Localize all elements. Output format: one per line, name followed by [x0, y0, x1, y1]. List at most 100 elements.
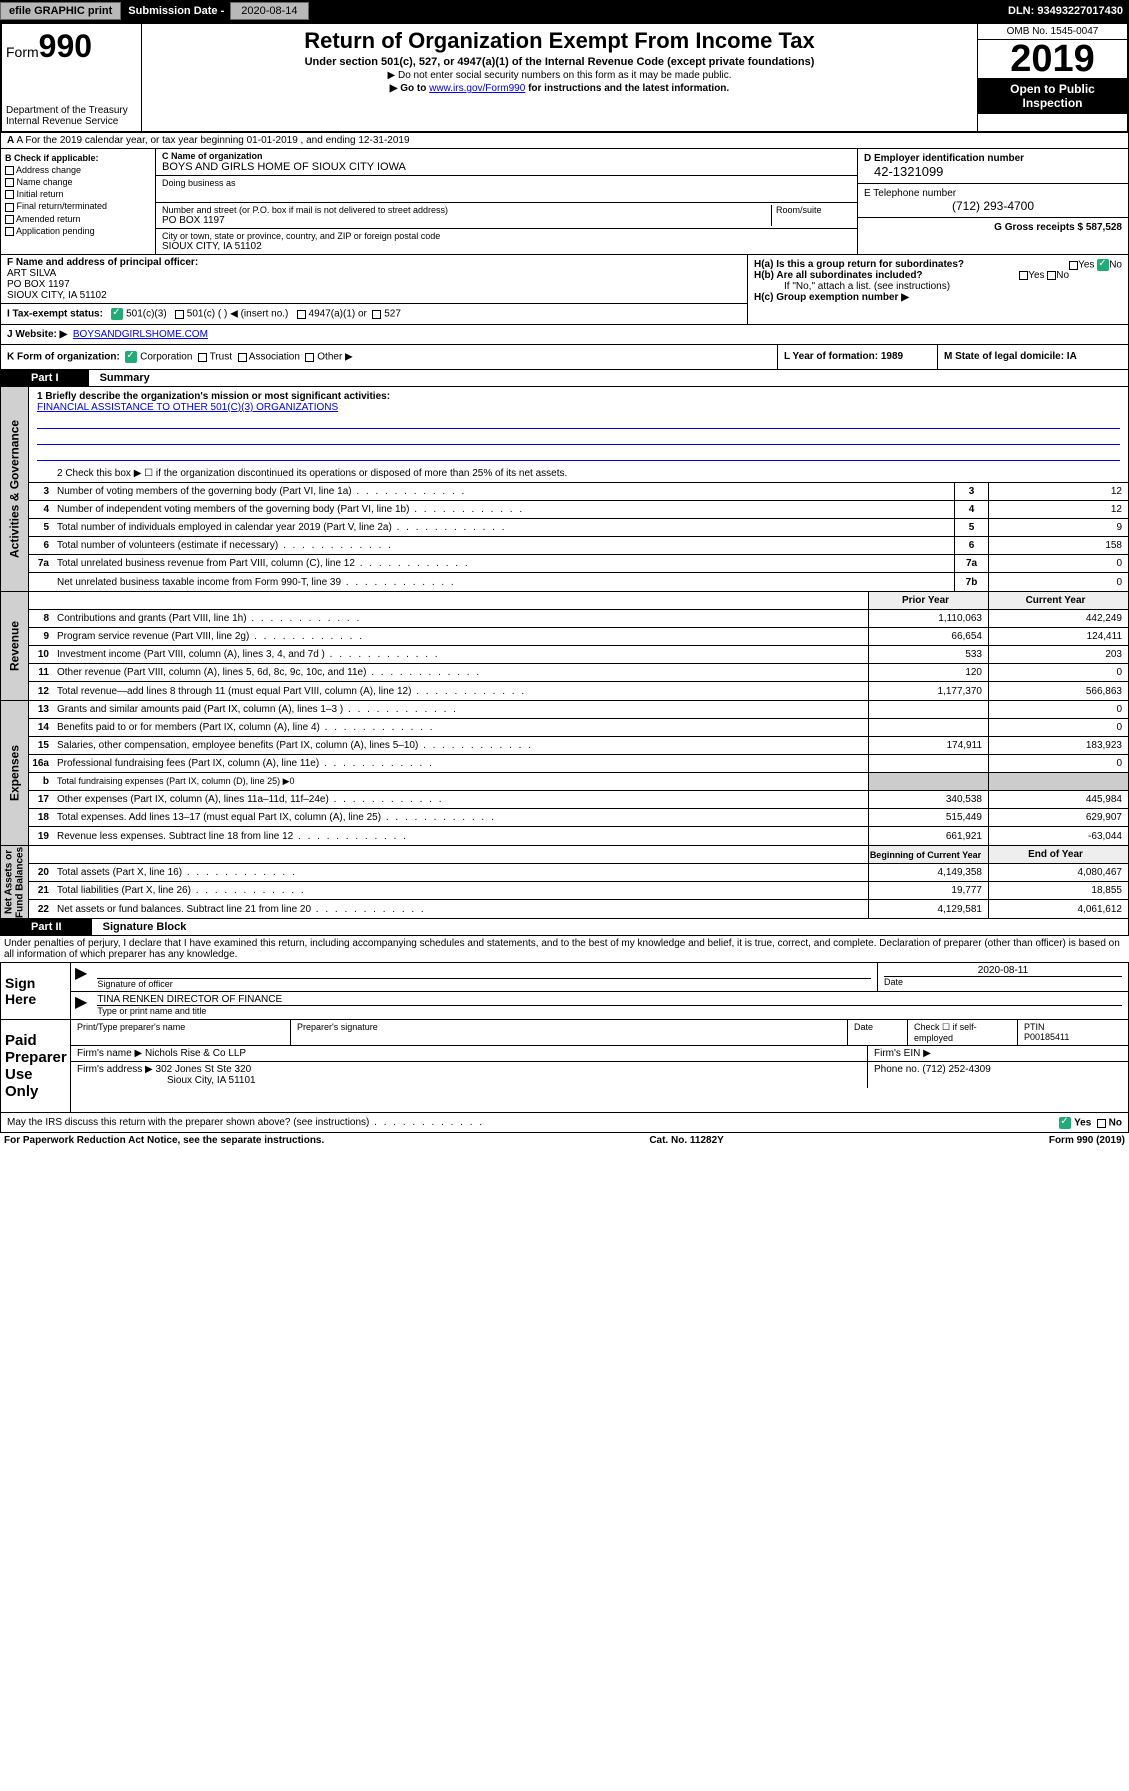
form-subtitle: Under section 501(c), 527, or 4947(a)(1)…	[146, 56, 973, 68]
col-d: D Employer identification number 42-1321…	[858, 149, 1128, 254]
org-city: SIOUX CITY, IA 51102	[162, 241, 851, 252]
table-row: 18 Total expenses. Add lines 13–17 (must…	[29, 809, 1128, 827]
col-h: H(a) Is this a group return for subordin…	[748, 255, 1128, 324]
revenue-section: Revenue Prior YearCurrent Year 8 Contrib…	[0, 592, 1129, 701]
table-row: 7a Total unrelated business revenue from…	[29, 555, 1128, 573]
chk-amended[interactable]	[5, 215, 14, 224]
table-row: 11 Other revenue (Part VIII, column (A),…	[29, 664, 1128, 682]
discuss-yes[interactable]	[1059, 1117, 1071, 1129]
table-row: 14 Benefits paid to or for members (Part…	[29, 719, 1128, 737]
table-row: 13 Grants and similar amounts paid (Part…	[29, 701, 1128, 719]
governance-section: Activities & Governance 1 Briefly descri…	[0, 387, 1129, 592]
table-row: 5 Total number of individuals employed i…	[29, 519, 1128, 537]
irs-link[interactable]: www.irs.gov/Form990	[429, 83, 525, 94]
form-header: Form990 Department of the Treasury Inter…	[0, 22, 1129, 133]
side-netassets: Net Assets or Fund Balances	[1, 846, 29, 918]
part1-bar: Part I Summary	[0, 370, 1129, 387]
chk-4947[interactable]	[297, 310, 306, 319]
header-bar: efile GRAPHIC print Submission Date - 20…	[0, 0, 1129, 22]
chk-trust[interactable]	[198, 353, 207, 362]
table-row: 12 Total revenue—add lines 8 through 11 …	[29, 682, 1128, 700]
chk-527[interactable]	[372, 310, 381, 319]
chk-assoc[interactable]	[238, 353, 247, 362]
mission-text: FINANCIAL ASSISTANCE TO OTHER 501(C)(3) …	[37, 402, 338, 413]
hb-no[interactable]	[1047, 271, 1056, 280]
efile-button[interactable]: efile GRAPHIC print	[0, 2, 121, 20]
col-c-org: C Name of organization BOYS AND GIRLS HO…	[156, 149, 858, 254]
table-row: 6 Total number of volunteers (estimate i…	[29, 537, 1128, 555]
footer: For Paperwork Reduction Act Notice, see …	[0, 1133, 1129, 1148]
table-row: 9 Program service revenue (Part VIII, li…	[29, 628, 1128, 646]
website-row: J Website: ▶ BOYSANDGIRLSHOME.COM	[0, 325, 1129, 345]
firm-phone: Phone no. (712) 252-4309	[868, 1062, 1128, 1088]
firm-name: Nichols Rise & Co LLP	[145, 1048, 246, 1059]
part2-bar: Part II Signature Block	[0, 919, 1129, 936]
chk-corp[interactable]	[125, 351, 137, 363]
table-row: b Total fundraising expenses (Part IX, c…	[29, 773, 1128, 791]
table-row: 8 Contributions and grants (Part VIII, l…	[29, 610, 1128, 628]
table-row: 10 Investment income (Part VIII, column …	[29, 646, 1128, 664]
ein: 42-1321099	[864, 164, 1122, 179]
officer-print-name: TINA RENKEN DIRECTOR OF FINANCE	[97, 994, 1122, 1006]
instruction-1: ▶ Do not enter social security numbers o…	[146, 70, 973, 81]
sign-date: 2020-08-11	[884, 965, 1122, 977]
year-formation: L Year of formation: 1989	[778, 345, 938, 369]
table-row: 3 Number of voting members of the govern…	[29, 483, 1128, 501]
section-fgh: F Name and address of principal officer:…	[0, 255, 1129, 325]
table-row: 4 Number of independent voting members o…	[29, 501, 1128, 519]
part1-label: Part I	[1, 370, 89, 386]
dln: DLN: 93493227017430	[1002, 3, 1129, 19]
org-name: BOYS AND GIRLS HOME OF SIOUX CITY IOWA	[162, 161, 851, 173]
chk-name[interactable]	[5, 178, 14, 187]
table-row: 19 Revenue less expenses. Subtract line …	[29, 827, 1128, 845]
chk-address[interactable]	[5, 166, 14, 175]
form-number: Form990	[6, 28, 137, 65]
netassets-section: Net Assets or Fund Balances Beginning of…	[0, 846, 1129, 919]
submission-label: Submission Date -	[122, 3, 230, 19]
chk-501c[interactable]	[175, 310, 184, 319]
part2-label: Part II	[1, 919, 92, 935]
table-row: 16a Professional fundraising fees (Part …	[29, 755, 1128, 773]
chk-initial[interactable]	[5, 190, 14, 199]
ha-yes[interactable]	[1069, 261, 1078, 270]
k-row: K Form of organization: Corporation Trus…	[0, 345, 1129, 370]
hb-yes[interactable]	[1019, 271, 1028, 280]
side-revenue: Revenue	[1, 592, 29, 700]
chk-501c3[interactable]	[111, 308, 123, 320]
section-bcd: B Check if applicable: Address change Na…	[0, 149, 1129, 255]
table-row: 15 Salaries, other compensation, employe…	[29, 737, 1128, 755]
ptin: P00185411	[1024, 1032, 1069, 1042]
discuss-row: May the IRS discuss this return with the…	[0, 1113, 1129, 1133]
org-address: PO BOX 1197	[162, 215, 771, 226]
perjury-text: Under penalties of perjury, I declare th…	[0, 936, 1129, 962]
officer-name: ART SILVA	[7, 268, 56, 279]
department: Department of the Treasury Internal Reve…	[6, 105, 137, 127]
telephone: (712) 293-4700	[864, 199, 1122, 213]
open-public-badge: Open to Public Inspection	[978, 78, 1127, 114]
gross-receipts: G Gross receipts $ 587,528	[994, 222, 1122, 233]
tax-year: 2019	[978, 40, 1127, 78]
form-title: Return of Organization Exempt From Incom…	[146, 28, 973, 54]
paid-preparer: Paid Preparer Use Only Print/Type prepar…	[0, 1020, 1129, 1113]
sign-here: Sign Here ▶ Signature of officer 2020-08…	[0, 962, 1129, 1020]
side-governance: Activities & Governance	[1, 387, 29, 591]
expenses-section: Expenses 13 Grants and similar amounts p…	[0, 701, 1129, 846]
chk-other[interactable]	[305, 353, 314, 362]
table-row: 20 Total assets (Part X, line 16) 4,149,…	[29, 864, 1128, 882]
side-expenses: Expenses	[1, 701, 29, 845]
discuss-no[interactable]	[1097, 1119, 1106, 1128]
table-row: Net unrelated business taxable income fr…	[29, 573, 1128, 591]
chk-final[interactable]	[5, 203, 14, 212]
state-domicile: M State of legal domicile: IA	[938, 345, 1128, 369]
table-row: 17 Other expenses (Part IX, column (A), …	[29, 791, 1128, 809]
table-row: 21 Total liabilities (Part X, line 26) 1…	[29, 882, 1128, 900]
instruction-2: ▶ Go to www.irs.gov/Form990 for instruct…	[146, 83, 973, 94]
ha-no[interactable]	[1097, 259, 1109, 271]
chk-pending[interactable]	[5, 227, 14, 236]
website-link[interactable]: BOYSANDGIRLSHOME.COM	[73, 329, 208, 340]
tax-exempt-status: I Tax-exempt status: 501(c)(3) 501(c) ( …	[1, 304, 747, 324]
firm-address: 302 Jones St Ste 320	[156, 1064, 252, 1075]
submission-date: 2020-08-14	[230, 2, 308, 20]
line-a: A A For the 2019 calendar year, or tax y…	[0, 133, 1129, 149]
col-b-checkboxes: B Check if applicable: Address change Na…	[1, 149, 156, 254]
